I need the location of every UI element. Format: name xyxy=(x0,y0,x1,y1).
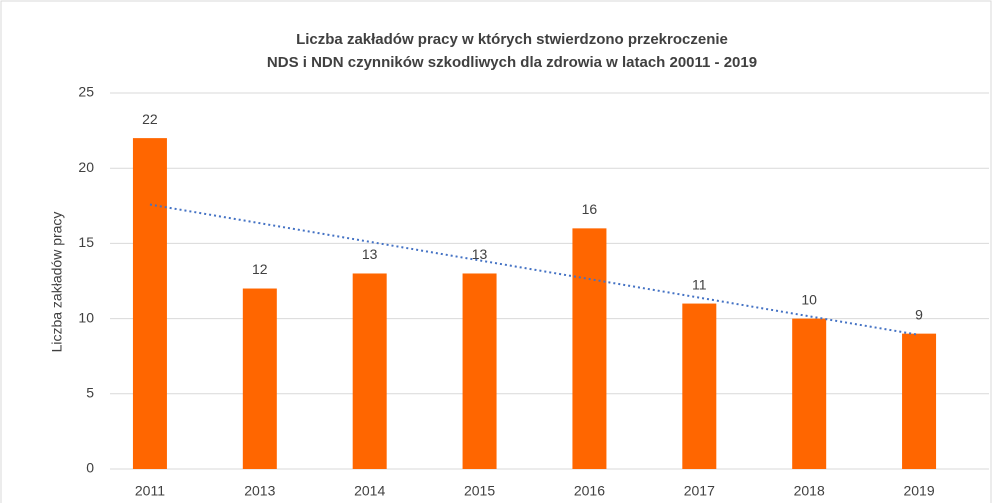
x-tick-label: 2013 xyxy=(244,483,275,499)
y-tick-label: 0 xyxy=(86,460,94,476)
data-label: 10 xyxy=(801,291,817,307)
data-label: 16 xyxy=(582,201,598,217)
x-tick-label: 2015 xyxy=(464,483,495,499)
y-tick-label: 10 xyxy=(78,309,94,325)
trend-line xyxy=(149,203,920,336)
y-tick-label: 20 xyxy=(78,159,94,175)
data-label: 22 xyxy=(142,111,158,127)
data-label: 9 xyxy=(915,306,923,322)
y-axis-label: Liczba zakładów pracy xyxy=(49,212,65,353)
bar xyxy=(902,333,937,469)
y-tick-label: 15 xyxy=(78,234,94,250)
bar xyxy=(792,318,827,469)
data-label: 12 xyxy=(252,261,268,277)
bar xyxy=(462,273,497,469)
y-tick-label: 5 xyxy=(86,385,94,401)
x-tick-label: 2014 xyxy=(354,483,385,499)
bar xyxy=(132,138,167,469)
chart-title: Liczba zakładów pracy w których stwierdz… xyxy=(296,31,728,48)
bar xyxy=(682,303,717,469)
x-tick-label: 2019 xyxy=(903,483,934,499)
data-label: 13 xyxy=(472,246,488,262)
bar xyxy=(242,288,277,469)
data-label: 11 xyxy=(692,276,707,292)
x-tick-label: 2018 xyxy=(794,483,825,499)
x-tick-label: 2011 xyxy=(135,483,165,499)
y-tick-label: 25 xyxy=(78,84,94,100)
data-label: 13 xyxy=(362,246,378,262)
bar xyxy=(352,273,387,469)
bar xyxy=(572,228,607,469)
chart-title: NDS i NDN czynników szkodliwych dla zdro… xyxy=(267,54,757,71)
x-tick-label: 2017 xyxy=(684,483,715,499)
x-tick-label: 2016 xyxy=(574,483,605,499)
